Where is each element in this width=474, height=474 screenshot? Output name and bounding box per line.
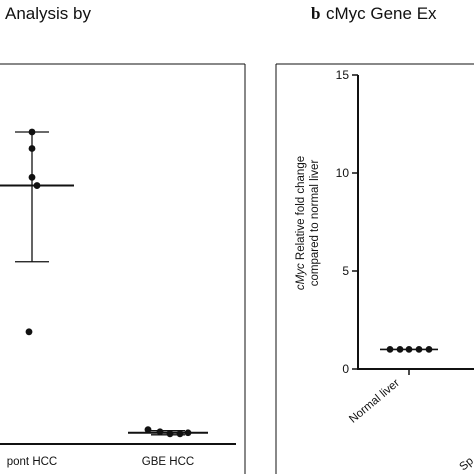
y-tick-label-10: 10 xyxy=(336,166,350,180)
data-point-2-1 xyxy=(144,426,152,434)
data-point-1-3 xyxy=(28,173,36,181)
panel-b-y-axis-label-line2: compared to normal liver xyxy=(309,160,321,287)
data-point-1-5 xyxy=(25,328,33,336)
data-point-1-1 xyxy=(28,128,36,136)
data-point-2-4 xyxy=(176,430,184,438)
panel-b-y-axis-label: cMyc Relative fold change xyxy=(295,156,307,290)
data-point-2-2 xyxy=(156,428,164,436)
data-point-normal-liver-2 xyxy=(396,346,404,353)
panel-a-caption: Analysis by xyxy=(5,4,91,23)
y-tick-label-0: 0 xyxy=(342,362,349,376)
data-point-normal-liver-4 xyxy=(415,346,423,353)
data-point-normal-liver-3 xyxy=(405,346,413,353)
panel-b-category-label-2: Sp xyxy=(457,455,474,473)
data-point-normal-liver-1 xyxy=(386,346,394,353)
panel-b-letter: b xyxy=(311,4,320,23)
data-point-2-5 xyxy=(184,429,192,437)
y-tick-label-15: 15 xyxy=(336,68,350,82)
panel-b-chart: cMyc Relative fold change compared to no… xyxy=(275,63,474,474)
panel-b-caption: cMyc Gene Ex xyxy=(326,4,437,23)
data-point-2-3 xyxy=(166,430,174,438)
data-point-1-2 xyxy=(28,145,36,152)
panel-a-category-label-1: pont HCC xyxy=(7,456,58,468)
panel-a-chart: pont HCC GBE HCC xyxy=(0,63,246,474)
data-point-normal-liver-5 xyxy=(425,346,433,353)
panel-a-category-label-2: GBE HCC xyxy=(142,456,194,468)
data-point-1-4 xyxy=(33,182,41,189)
panel-b-category-label-1: Normal liver xyxy=(347,377,402,426)
y-tick-label-5: 5 xyxy=(342,264,349,278)
